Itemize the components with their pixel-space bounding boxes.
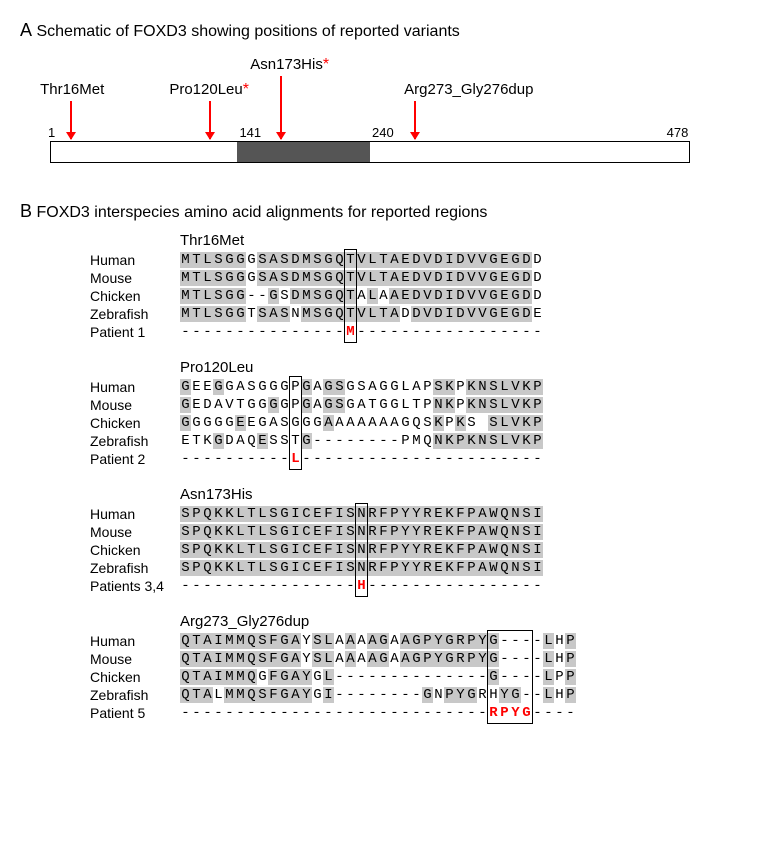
alignment-row: HumanSPQKKLTLSGICEFISNRFPYYREKFPAWQNSI — [90, 505, 742, 523]
panel-b-header: B FOXD3 interspecies amino acid alignmen… — [20, 201, 742, 222]
forkhead-domain — [237, 142, 370, 162]
sequence-container: HumanSPQKKLTLSGICEFISNRFPYYREKFPAWQNSIMo… — [90, 505, 742, 595]
alignment-block: Arg273_Gly276dupHumanQTAIMMQSFGAYSLAAAAG… — [90, 613, 742, 722]
species-label: Patients 3,4 — [90, 578, 180, 594]
alignment-row: ChickenGGGGGEEGASGGGAAAAAAAGQSKPKS SLVKP — [90, 414, 742, 432]
protein-bar — [50, 141, 690, 163]
alignment-title: Asn173His — [180, 486, 742, 503]
sequence: ----------------------------RPYG---- — [180, 705, 576, 721]
arrow-icon — [414, 101, 416, 139]
sequence: QTAIMMQGFGAYGL--------------G----LPP — [180, 669, 576, 685]
sequence: MTLSGGGSASDMSGQTVLTAEDVDIDVVGEGDD — [180, 270, 543, 286]
species-label: Zebrafish — [90, 306, 180, 322]
sequence: SPQKKLTLSGICEFISNRFPYYREKFPAWQNSI — [180, 506, 543, 522]
alignment-row: ChickenMTLSGG--GSDMSGQTALAAEDVDIDVVGEGDD — [90, 287, 742, 305]
sequence-container: HumanQTAIMMQSFGAYSLAAAAGAAGPYGRPYG----LH… — [90, 632, 742, 722]
sequence: SPQKKLTLSGICEFISNRFPYYREKFPAWQNSI — [180, 524, 543, 540]
arrow-icon — [280, 76, 282, 139]
scale-number: 141 — [239, 125, 261, 140]
sequence: ---------------M----------------- — [180, 324, 543, 340]
panel-a-header: A Schematic of FOXD3 showing positions o… — [20, 20, 742, 41]
panel-a-title: Schematic of FOXD3 showing positions of … — [36, 23, 459, 40]
species-label: Mouse — [90, 651, 180, 667]
alignment-block: Pro120LeuHumanGEEGGASGGGPGAGSGSAGGLAPSKP… — [90, 359, 742, 468]
sequence: MTLSGGGSASDMSGQTVLTAEDVDIDVVGEGDD — [180, 252, 543, 268]
sequence: GEDAVTGGGGPGAGSGATGGLTPNKPKNSLVKP — [180, 397, 543, 413]
alignment-row: Patient 2----------L--------------------… — [90, 450, 742, 468]
variant-label: Pro120Leu* — [169, 81, 249, 99]
sequence: MTLSGG--GSDMSGQTALAAEDVDIDVVGEGDD — [180, 288, 543, 304]
arrow-icon — [70, 101, 72, 139]
alignment-title: Arg273_Gly276dup — [180, 613, 742, 630]
panel-b-title: FOXD3 interspecies amino acid alignments… — [36, 204, 487, 221]
sequence: MTLSGGTSASNMSGQTVLTADDVDIDVVGEGDE — [180, 306, 543, 322]
species-label: Chicken — [90, 542, 180, 558]
alignment-row: ChickenQTAIMMQGFGAYGL--------------G----… — [90, 668, 742, 686]
alignment-row: MouseGEDAVTGGGGPGAGSGATGGLTPNKPKNSLVKP — [90, 396, 742, 414]
alignment-row: MouseSPQKKLTLSGICEFISNRFPYYREKFPAWQNSI — [90, 523, 742, 541]
species-label: Human — [90, 506, 180, 522]
species-label: Human — [90, 379, 180, 395]
variant-label: Arg273_Gly276dup — [404, 81, 533, 98]
alignment-row: ZebrafishQTALMMQSFGAYGI--------GNPYGRHYG… — [90, 686, 742, 704]
species-label: Zebrafish — [90, 687, 180, 703]
alignment-row: MouseMTLSGGGSASDMSGQTVLTAEDVDIDVVGEGDD — [90, 269, 742, 287]
sequence: QTAIMMQSFGAYSLAAAAGAAGPYGRPYG----LHP — [180, 633, 576, 649]
alignment-title: Pro120Leu — [180, 359, 742, 376]
alignment-row: ChickenSPQKKLTLSGICEFISNRFPYYREKFPAWQNSI — [90, 541, 742, 559]
species-label: Chicken — [90, 415, 180, 431]
alignment-row: HumanQTAIMMQSFGAYSLAAAAGAAGPYGRPYG----LH… — [90, 632, 742, 650]
sequence: SPQKKLTLSGICEFISNRFPYYREKFPAWQNSI — [180, 560, 543, 576]
variant-label: Asn173His* — [250, 56, 329, 74]
sequence-container: HumanMTLSGGGSASDMSGQTVLTAEDVDIDVVGEGDDMo… — [90, 251, 742, 341]
alignment-row: MouseQTAIMMQSFGAYSLAAAAGAAGPYGRPYG----LH… — [90, 650, 742, 668]
panel-a-label: A — [20, 20, 32, 40]
species-label: Zebrafish — [90, 433, 180, 449]
alignment-block: Asn173HisHumanSPQKKLTLSGICEFISNRFPYYREKF… — [90, 486, 742, 595]
sequence-container: HumanGEEGGASGGGPGAGSGSAGGLAPSKPKNSLVKPMo… — [90, 378, 742, 468]
species-label: Patient 2 — [90, 451, 180, 467]
sequence: ETKGDAQESSTG--------PMQNKPKNSLVKP — [180, 433, 543, 449]
sequence: GGGGGEEGASGGGAAAAAAAGQSKPKS SLVKP — [180, 415, 543, 431]
alignment-row: ZebrafishETKGDAQESSTG--------PMQNKPKNSLV… — [90, 432, 742, 450]
alignment-title: Thr16Met — [180, 232, 742, 249]
species-label: Human — [90, 633, 180, 649]
species-label: Chicken — [90, 288, 180, 304]
sequence: QTAIMMQSFGAYSLAAAAGAAGPYGRPYG----LHP — [180, 651, 576, 667]
alignment-row: HumanGEEGGASGGGPGAGSGSAGGLAPSKPKNSLVKP — [90, 378, 742, 396]
alignment-blocks: Thr16MetHumanMTLSGGGSASDMSGQTVLTAEDVDIDV… — [90, 232, 742, 722]
sequence: GEEGGASGGGPGAGSGSAGGLAPSKPKNSLVKP — [180, 379, 543, 395]
alignment-row: Patient 5----------------------------RPY… — [90, 704, 742, 722]
species-label: Zebrafish — [90, 560, 180, 576]
scale-number: 1 — [48, 125, 55, 140]
star-icon: * — [243, 81, 249, 98]
species-label: Patient 1 — [90, 324, 180, 340]
alignment-row: Patients 3,4----------------H-----------… — [90, 577, 742, 595]
sequence: QTALMMQSFGAYGI--------GNPYGRHYG--LHP — [180, 687, 576, 703]
panel-b-label: B — [20, 201, 32, 221]
alignment-row: Patient 1---------------M---------------… — [90, 323, 742, 341]
arrow-icon — [209, 101, 211, 139]
alignment-row: HumanMTLSGGGSASDMSGQTVLTAEDVDIDVVGEGDD — [90, 251, 742, 269]
star-icon: * — [323, 56, 329, 73]
scale-number: 240 — [372, 125, 394, 140]
scale-number: 478 — [667, 125, 689, 140]
alignment-row: ZebrafishSPQKKLTLSGICEFISNRFPYYREKFPAWQN… — [90, 559, 742, 577]
sequence: ----------------H---------------- — [180, 578, 543, 594]
species-label: Patient 5 — [90, 705, 180, 721]
sequence: ----------L---------------------- — [180, 451, 543, 467]
variant-label: Thr16Met — [40, 81, 104, 98]
species-label: Mouse — [90, 270, 180, 286]
alignment-block: Thr16MetHumanMTLSGGGSASDMSGQTVLTAEDVDIDV… — [90, 232, 742, 341]
species-label: Mouse — [90, 397, 180, 413]
species-label: Mouse — [90, 524, 180, 540]
sequence: SPQKKLTLSGICEFISNRFPYYREKFPAWQNSI — [180, 542, 543, 558]
species-label: Human — [90, 252, 180, 268]
species-label: Chicken — [90, 669, 180, 685]
alignment-row: ZebrafishMTLSGGTSASNMSGQTVLTADDVDIDVVGEG… — [90, 305, 742, 323]
foxd3-schematic: 1141240478Thr16MetPro120Leu*Asn173His*Ar… — [50, 51, 710, 171]
